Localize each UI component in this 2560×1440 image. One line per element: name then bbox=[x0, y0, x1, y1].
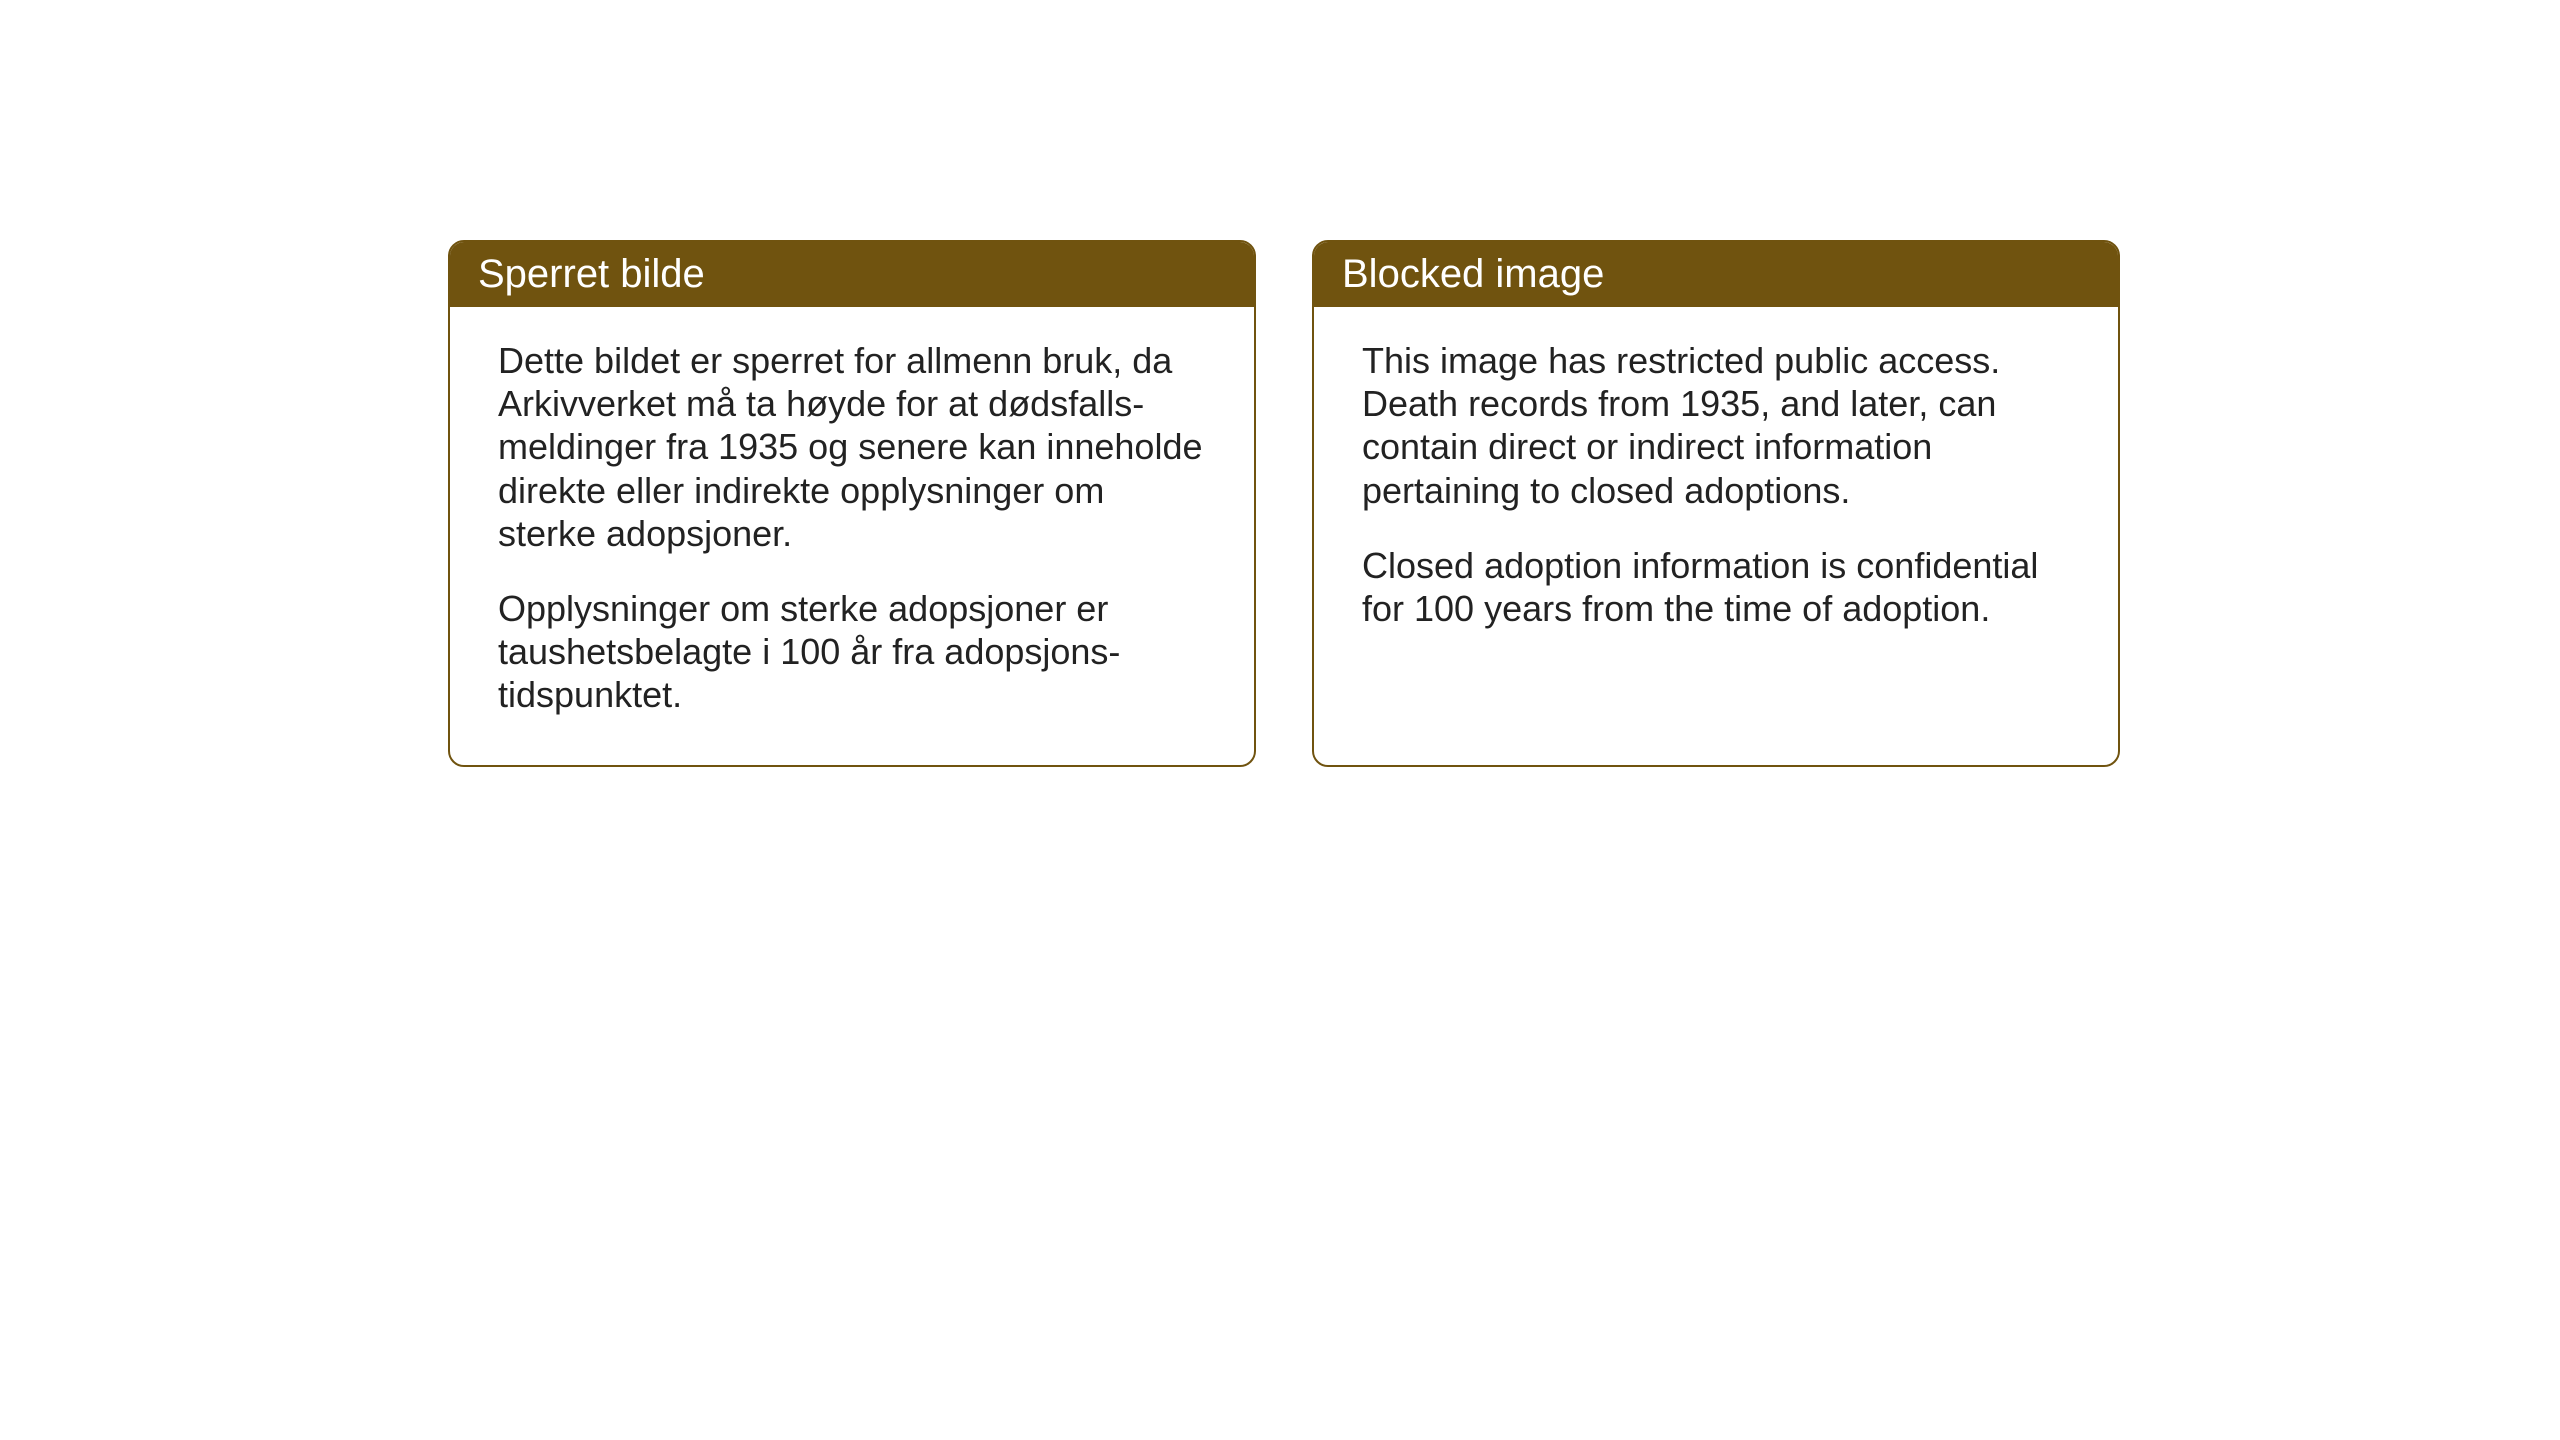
card-paragraph-1: This image has restricted public access.… bbox=[1362, 339, 2070, 512]
notice-card-english: Blocked image This image has restricted … bbox=[1312, 240, 2120, 767]
card-body-norwegian: Dette bildet er sperret for allmenn bruk… bbox=[450, 307, 1254, 765]
card-body-english: This image has restricted public access.… bbox=[1314, 307, 2118, 678]
notice-card-norwegian: Sperret bilde Dette bildet er sperret fo… bbox=[448, 240, 1256, 767]
card-title: Blocked image bbox=[1342, 252, 1604, 296]
card-paragraph-2: Opplysninger om sterke adopsjoner er tau… bbox=[498, 587, 1206, 717]
card-header-norwegian: Sperret bilde bbox=[450, 242, 1254, 307]
card-title: Sperret bilde bbox=[478, 252, 705, 296]
notice-container: Sperret bilde Dette bildet er sperret fo… bbox=[448, 240, 2120, 767]
card-paragraph-1: Dette bildet er sperret for allmenn bruk… bbox=[498, 339, 1206, 555]
card-paragraph-2: Closed adoption information is confident… bbox=[1362, 544, 2070, 630]
card-header-english: Blocked image bbox=[1314, 242, 2118, 307]
